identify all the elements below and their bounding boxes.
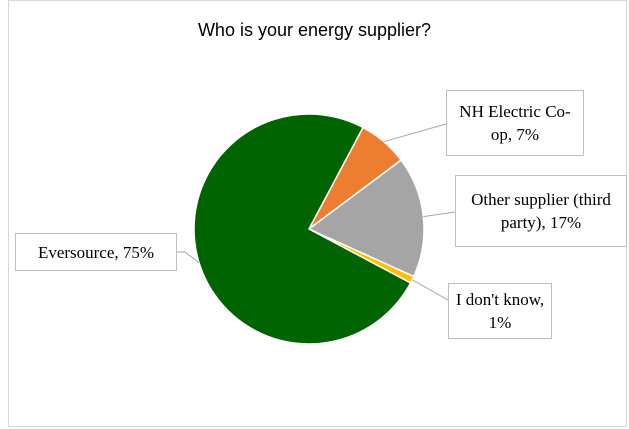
data-label-eversource: Eversource, 75% xyxy=(15,233,177,271)
data-label-other-supplier: Other supplier (third party), 17% xyxy=(455,175,627,247)
leader-line-nh-electric xyxy=(383,123,447,143)
leader-line-other-supplier xyxy=(423,211,456,218)
leader-line-i-dont-know xyxy=(411,279,449,301)
data-label-nh-electric: NH Electric Co-op, 7% xyxy=(446,90,584,156)
data-label-i-dont-know: I don't know, 1% xyxy=(448,283,552,339)
slice-eversource xyxy=(193,113,412,345)
chart-title: Who is your energy supplier? xyxy=(197,20,432,40)
leader-line-eversource xyxy=(177,251,200,264)
